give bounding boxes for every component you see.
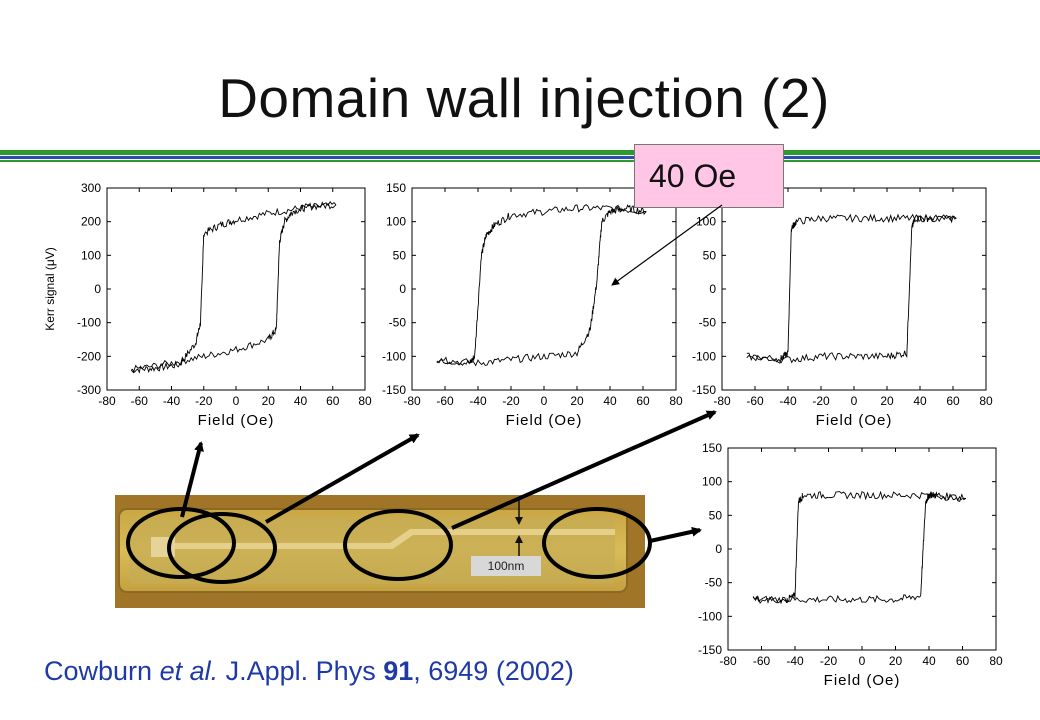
x-tick-label: 60 [636,394,650,408]
x-tick-label: 0 [233,394,240,408]
y-axis-label: Kerr signal (μV) [43,247,57,331]
x-tick-label: 40 [922,654,936,668]
y-tick-label: -50 [389,316,407,330]
x-axis-label: Field (Oe) [824,672,901,689]
series-line-2 [436,204,647,367]
x-tick-label: 0 [541,394,548,408]
y-tick-label: 100 [386,215,406,229]
plot-frame [106,187,366,391]
y-tick-label: 150 [386,181,406,195]
field-callout: 40 Oe [634,144,784,208]
y-tick-label: -300 [77,383,101,397]
y-tick-label: 100 [702,475,722,489]
y-tick-label: 150 [702,441,722,455]
y-tick-label: -100 [77,316,101,330]
citation-etal: et al. [159,656,219,686]
x-tick-label: -80 [713,394,731,408]
series-line-2 [752,491,966,605]
citation-journal: J.Appl. Phys [218,656,384,686]
citation-author: Cowburn [44,656,153,686]
hysteresis-plot-4: -80 -60 -40 -20 0 20 40 60 80 150 100 50 0 -50 -100 -15… [698,441,1003,689]
x-tick-label: 40 [913,394,927,408]
y-tick-label: -50 [699,316,717,330]
series-line-2 [746,214,957,364]
x-tick-label: -40 [786,654,804,668]
x-tick-label: 60 [326,394,340,408]
x-tick-label: 20 [889,654,903,668]
y-tick-label: -150 [382,383,406,397]
x-tick-label: -20 [195,394,213,408]
slide-title: Domain wall injection (2) [218,67,830,129]
y-tick-label: 100 [696,215,716,229]
hysteresis-plot-3: -80-60-40-20020406080150100500-50-100-15… [692,181,993,429]
x-tick-label: -60 [131,394,149,408]
y-tick-label: 0 [399,282,406,296]
x-tick-label: 80 [989,654,1003,668]
y-tick-label: -100 [698,609,722,623]
x-tick-label: -20 [812,394,830,408]
y-tick-label: 100 [81,248,101,262]
x-tick-label: -20 [502,394,520,408]
y-tick-label: 50 [709,508,723,522]
y-tick-label: -50 [705,576,723,590]
hysteresis-plot-2: -80 -60 -40 -20 0 20 40 60 80 150 100 50 0 -50 -100 -15… [382,181,683,429]
series-line-1 [746,213,957,364]
scale-bar-label: 100nm [471,556,541,576]
y-tick-label: -100 [692,349,716,363]
y-tick-label: 50 [703,248,717,262]
x-tick-label: 40 [294,394,308,408]
x-tick-label: 20 [570,394,584,408]
wire-micrograph [115,495,645,608]
x-tick-label: -40 [163,394,181,408]
x-tick-label: 80 [669,394,683,408]
x-tick-label: 80 [358,394,372,408]
y-tick-label: 300 [81,181,101,195]
y-tick-label: -150 [692,383,716,397]
x-tick-label: 20 [262,394,276,408]
x-tick-label: -60 [746,394,764,408]
plot-frame [727,447,997,651]
micrograph-image [115,495,645,608]
title-rule-green-thin [0,160,1040,162]
citation-volume: 91 [383,656,414,686]
y-tick-label: 0 [715,542,722,556]
x-tick-label: -20 [820,654,838,668]
x-tick-label: 0 [859,654,866,668]
title-rule-blue [0,156,1040,159]
hysteresis-plot-1: -80 -60 -40 -20 0 20 40 60 803002001000-100-200-… [43,181,372,429]
x-tick-label: 60 [956,654,970,668]
x-tick-label: -80 [98,394,116,408]
x-axis-label: Field (Oe) [816,412,893,429]
y-tick-label: 0 [709,282,716,296]
citation: Cowburn et al. J.Appl. Phys 91, 6949 (20… [44,656,574,687]
x-tick-label: -60 [753,654,771,668]
x-tick-label: 0 [851,394,858,408]
y-tick-label: -200 [77,349,101,363]
y-tick-label: 0 [94,282,101,296]
x-tick-label: 20 [880,394,894,408]
x-tick-label: 80 [979,394,993,408]
plot-frame [411,187,677,391]
x-axis-label: Field (Oe) [198,412,275,429]
y-tick-label: -150 [698,643,722,657]
x-axis-label: Field (Oe) [506,412,583,429]
x-tick-label: -40 [779,394,797,408]
x-tick-label: 40 [603,394,617,408]
series-line-1 [131,200,337,374]
y-tick-label: -100 [382,349,406,363]
x-tick-label: -40 [469,394,487,408]
y-tick-label: 200 [81,215,101,229]
x-tick-label: -80 [403,394,421,408]
citation-rest: , 6949 (2002) [413,656,574,686]
series-line-1 [436,204,647,366]
series-line-1 [752,490,967,605]
series-line-2 [130,201,337,374]
x-tick-label: -80 [719,654,737,668]
y-tick-label: 50 [393,248,407,262]
x-tick-label: 60 [946,394,960,408]
title-rule-green [0,150,1040,155]
x-tick-label: -60 [436,394,454,408]
